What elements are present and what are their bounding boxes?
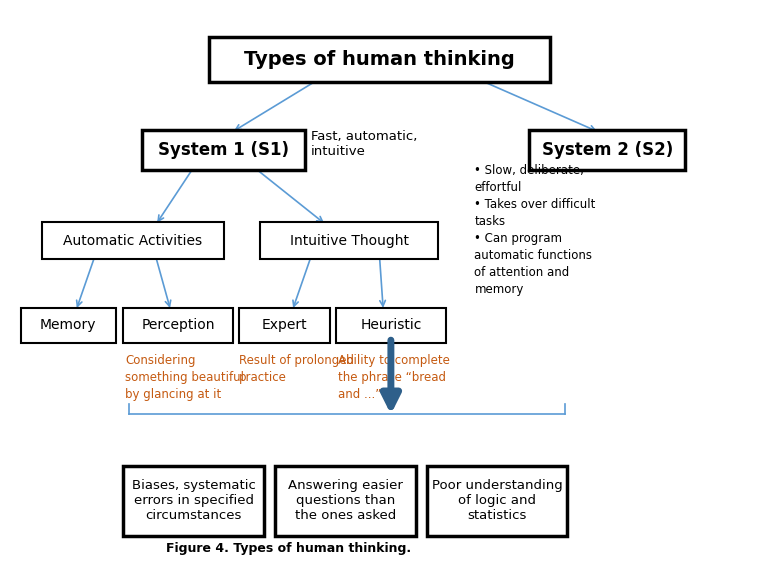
FancyBboxPatch shape — [143, 130, 305, 170]
Text: Intuitive Thought: Intuitive Thought — [290, 234, 408, 247]
FancyBboxPatch shape — [530, 130, 685, 170]
Text: Fast, automatic,
intuitive: Fast, automatic, intuitive — [311, 130, 417, 158]
Text: Poor understanding
of logic and
statistics: Poor understanding of logic and statisti… — [432, 479, 562, 522]
FancyBboxPatch shape — [427, 465, 568, 537]
FancyBboxPatch shape — [123, 308, 234, 343]
FancyBboxPatch shape — [239, 308, 330, 343]
FancyBboxPatch shape — [276, 465, 416, 537]
Text: Perception: Perception — [142, 319, 215, 332]
Text: Figure 4. Types of human thinking.: Figure 4. Types of human thinking. — [166, 542, 411, 555]
Text: Result of prolonged
practice: Result of prolonged practice — [239, 354, 354, 384]
Text: Types of human thinking: Types of human thinking — [244, 50, 515, 69]
FancyBboxPatch shape — [123, 465, 264, 537]
Text: System 1 (S1): System 1 (S1) — [159, 141, 289, 159]
Text: Automatic Activities: Automatic Activities — [63, 234, 203, 247]
Text: Heuristic: Heuristic — [361, 319, 421, 332]
FancyBboxPatch shape — [336, 308, 446, 343]
Text: System 2 (S2): System 2 (S2) — [542, 141, 672, 159]
Text: Answering easier
questions than
the ones asked: Answering easier questions than the ones… — [288, 479, 403, 522]
Text: Expert: Expert — [262, 319, 307, 332]
FancyBboxPatch shape — [260, 222, 439, 259]
Text: Biases, systematic
errors in specified
circumstances: Biases, systematic errors in specified c… — [131, 479, 256, 522]
Text: Ability to complete
the phrase “bread
and ...”: Ability to complete the phrase “bread an… — [338, 354, 449, 401]
Text: Considering
something beautiful
by glancing at it: Considering something beautiful by glanc… — [125, 354, 244, 401]
Text: Memory: Memory — [40, 319, 96, 332]
FancyBboxPatch shape — [209, 37, 550, 82]
FancyBboxPatch shape — [42, 222, 224, 259]
FancyBboxPatch shape — [20, 308, 115, 343]
Text: • Slow, deliberate,
effortful
• Takes over difficult
tasks
• Can program
automat: • Slow, deliberate, effortful • Takes ov… — [474, 164, 596, 296]
